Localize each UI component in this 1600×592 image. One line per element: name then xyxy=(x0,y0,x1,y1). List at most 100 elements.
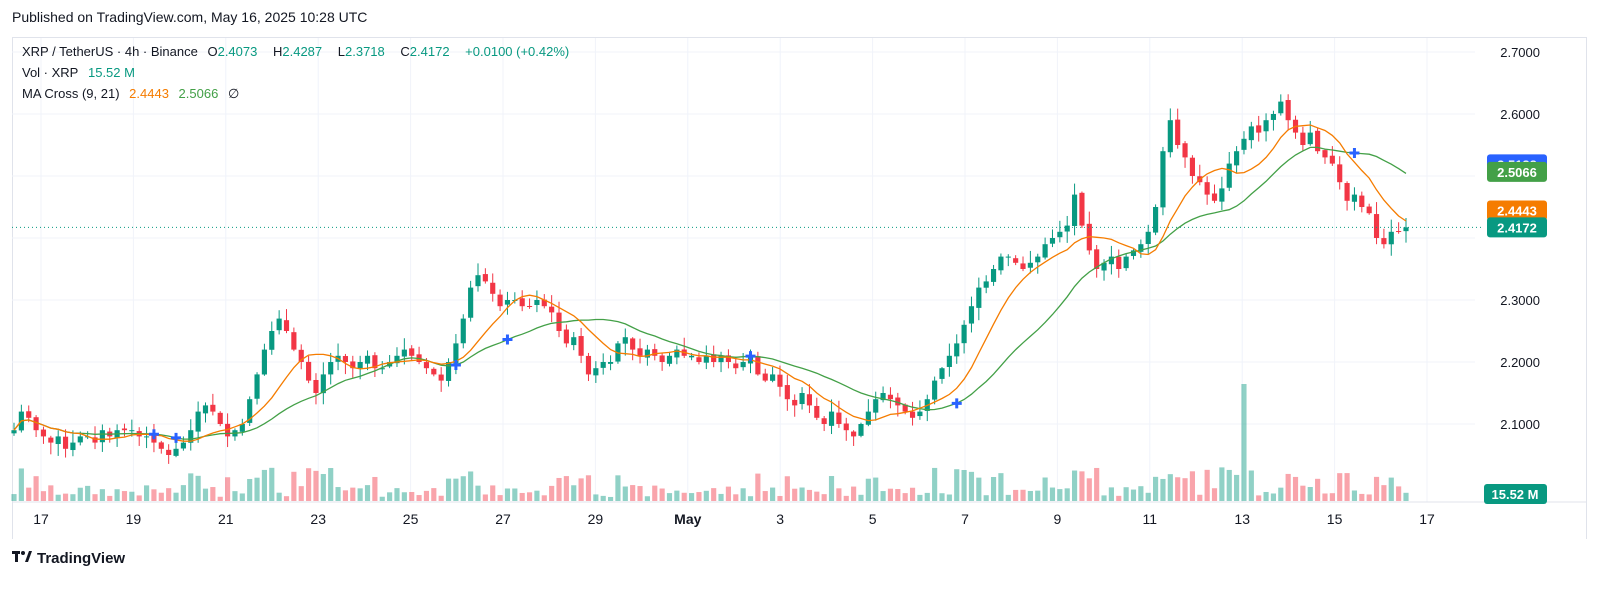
volume-bar xyxy=(121,491,128,501)
candle-body xyxy=(166,449,172,455)
volume-bar xyxy=(740,488,746,501)
volume-bar xyxy=(291,471,297,501)
volume-bar xyxy=(578,478,584,501)
volume-bar xyxy=(1049,487,1056,501)
volume-bar xyxy=(1285,473,1291,501)
candle-body xyxy=(593,368,599,376)
volume-bar xyxy=(873,477,879,501)
candle-body xyxy=(379,368,385,370)
volume-bar xyxy=(799,487,805,501)
candle-body xyxy=(342,356,349,362)
volume-bar xyxy=(26,487,32,501)
candle-body xyxy=(1241,138,1247,150)
candle-body xyxy=(770,374,776,381)
candle-body xyxy=(173,448,179,456)
high-value: 2.4287 xyxy=(282,44,323,59)
volume-bar xyxy=(445,478,452,501)
volume-bar xyxy=(482,494,488,501)
volume-bar xyxy=(1292,476,1299,501)
candle-body xyxy=(26,411,32,418)
volume-bar xyxy=(983,495,989,501)
x-tick-label: 23 xyxy=(310,511,326,527)
candle-body xyxy=(740,362,746,368)
candle-body xyxy=(1130,250,1137,256)
candle-body xyxy=(792,399,798,406)
symbol-title[interactable]: XRP / TetherUS · 4h · Binance xyxy=(22,44,198,59)
candle-body xyxy=(1381,238,1387,245)
candle-body xyxy=(202,405,209,414)
candle-body xyxy=(350,361,356,369)
volume-bar xyxy=(968,471,975,501)
candle-body xyxy=(939,368,945,379)
candle-body xyxy=(843,423,849,431)
volume-bar xyxy=(1359,493,1365,501)
x-tick-label: 11 xyxy=(1143,511,1158,527)
volume-label[interactable]: Vol · XRP xyxy=(22,65,79,80)
candle-body xyxy=(129,430,135,432)
volume-bar xyxy=(571,485,577,501)
volume-bar xyxy=(423,490,430,501)
low-value: 2.3718 xyxy=(345,44,385,59)
candle-body xyxy=(652,349,658,356)
candle-body xyxy=(1064,225,1070,232)
candle-body xyxy=(674,349,680,358)
volume-bar xyxy=(1013,489,1019,501)
footer-logo[interactable]: TradingView xyxy=(12,549,125,567)
volume-bar xyxy=(1086,478,1092,501)
candle-body xyxy=(1307,132,1313,145)
volume-bar xyxy=(689,493,695,501)
candle-body xyxy=(62,436,69,449)
ma-cross-marker xyxy=(1349,147,1360,158)
open-value: 2.4073 xyxy=(217,44,258,59)
candle-body xyxy=(195,411,201,432)
volume-bar xyxy=(932,467,938,501)
x-tick-label: 19 xyxy=(126,511,142,527)
volume-bar xyxy=(865,478,871,501)
volume-bar xyxy=(1005,494,1011,501)
volume-bar xyxy=(909,487,916,501)
volume-bar xyxy=(276,492,282,501)
x-tick-label: May xyxy=(674,511,701,527)
candle-body xyxy=(711,354,717,362)
candle-body xyxy=(210,404,216,412)
candle-body xyxy=(99,430,105,443)
y-tick-label: 2.2000 xyxy=(1500,355,1540,370)
volume-bar xyxy=(136,495,142,501)
candle-body xyxy=(217,412,223,424)
close-label: C xyxy=(400,44,410,59)
candle-body xyxy=(821,418,827,424)
volume-bar xyxy=(593,494,599,501)
candle-body xyxy=(659,355,665,362)
volume-bar xyxy=(887,488,894,501)
ma-cross-label[interactable]: MA Cross (9, 21) xyxy=(22,86,120,101)
volume-bar xyxy=(350,487,356,501)
candle-body xyxy=(1094,249,1100,269)
candle-body xyxy=(180,442,186,449)
candle-body xyxy=(983,281,989,288)
candle-body xyxy=(468,287,474,318)
volume-bar xyxy=(895,489,901,501)
volume-bar xyxy=(1241,384,1247,501)
volume-bar xyxy=(85,485,91,501)
candle-body xyxy=(644,349,650,358)
candle-body xyxy=(247,399,253,423)
volume-bar xyxy=(843,495,849,501)
volume-bar xyxy=(917,494,923,501)
candle-body xyxy=(1300,132,1306,145)
volume-bar xyxy=(1175,477,1181,501)
candle-body xyxy=(1035,256,1041,263)
candle-body xyxy=(895,397,901,406)
volume-bar xyxy=(880,491,886,501)
volume-bar xyxy=(1197,494,1203,501)
x-tick-label: 5 xyxy=(869,511,877,527)
candle-body xyxy=(1366,206,1372,214)
candle-body xyxy=(1337,164,1343,183)
candle-body xyxy=(865,411,871,425)
candle-body xyxy=(571,337,577,346)
candle-body xyxy=(549,306,555,313)
volume-bar xyxy=(1071,470,1078,501)
volume-bar xyxy=(600,495,606,501)
volume-bar xyxy=(1373,476,1380,501)
candle-body xyxy=(1138,244,1144,252)
